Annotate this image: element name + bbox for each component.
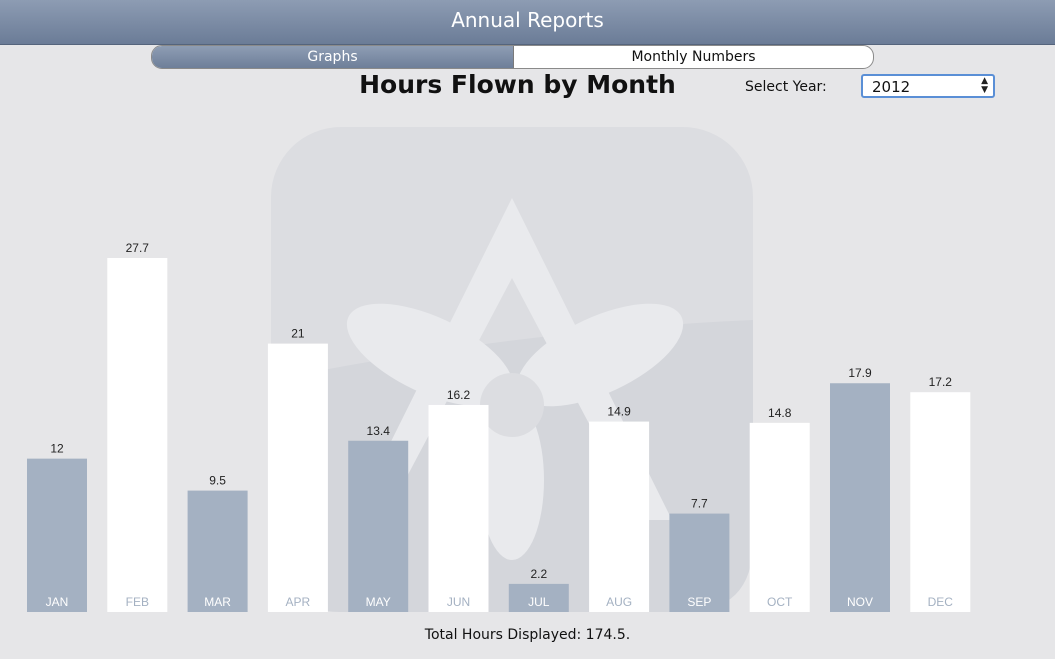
category-label-aug: AUG	[606, 595, 632, 609]
category-label-feb: FEB	[126, 595, 149, 609]
category-label-oct: OCT	[767, 595, 793, 609]
value-label-jun: 16.2	[447, 388, 471, 402]
bar-jul	[508, 583, 569, 612]
category-label-sep: SEP	[687, 595, 711, 609]
bar-may	[348, 440, 409, 612]
category-label-jul: JUL	[528, 595, 550, 609]
value-label-nov: 17.9	[848, 366, 872, 380]
value-label-jul: 2.2	[530, 567, 547, 581]
value-label-may: 13.4	[367, 424, 391, 438]
total-hours-text: Total Hours Displayed: 174.5.	[424, 627, 631, 643]
category-label-jun: JUN	[447, 595, 470, 609]
value-label-jan: 12	[50, 442, 64, 456]
category-label-may: MAY	[366, 595, 391, 609]
tab-monthly-numbers[interactable]: Monthly Numbers	[631, 49, 756, 65]
value-label-mar: 9.5	[209, 474, 226, 488]
bar-mar	[187, 490, 248, 612]
bar-aug	[589, 421, 650, 612]
year-select[interactable]: 2012 ▲ ▼	[861, 74, 995, 98]
view-segmented-control[interactable]: Graphs Monthly Numbers	[151, 45, 874, 69]
bar-apr	[267, 343, 328, 612]
category-label-dec: DEC	[928, 595, 954, 609]
bar-oct	[749, 422, 810, 612]
title-bar: Annual Reports	[0, 0, 1055, 45]
value-label-sep: 7.7	[691, 497, 708, 511]
category-label-mar: MAR	[204, 595, 231, 609]
category-label-jan: JAN	[46, 595, 69, 609]
chart-title: Hours Flown by Month	[359, 70, 676, 99]
value-label-apr: 21	[291, 327, 305, 341]
stepper-arrows-icon: ▲ ▼	[981, 76, 988, 95]
value-label-oct: 14.8	[768, 406, 792, 420]
bar-nov	[830, 383, 890, 612]
value-label-feb: 27.7	[126, 241, 150, 255]
category-label-nov: NOV	[847, 595, 873, 609]
bar-jan	[27, 458, 87, 612]
bar-sep	[669, 513, 730, 612]
category-label-apr: APR	[286, 595, 311, 609]
tab-graphs[interactable]: Graphs	[152, 46, 514, 68]
window-title: Annual Reports	[451, 8, 604, 32]
value-label-aug: 14.9	[607, 405, 631, 419]
value-label-dec: 17.2	[929, 375, 953, 389]
bar-jun	[428, 404, 489, 612]
year-label: Select Year:	[745, 79, 827, 95]
bar-dec	[910, 392, 971, 612]
bar-feb	[107, 258, 168, 612]
year-select-value: 2012	[872, 78, 911, 96]
